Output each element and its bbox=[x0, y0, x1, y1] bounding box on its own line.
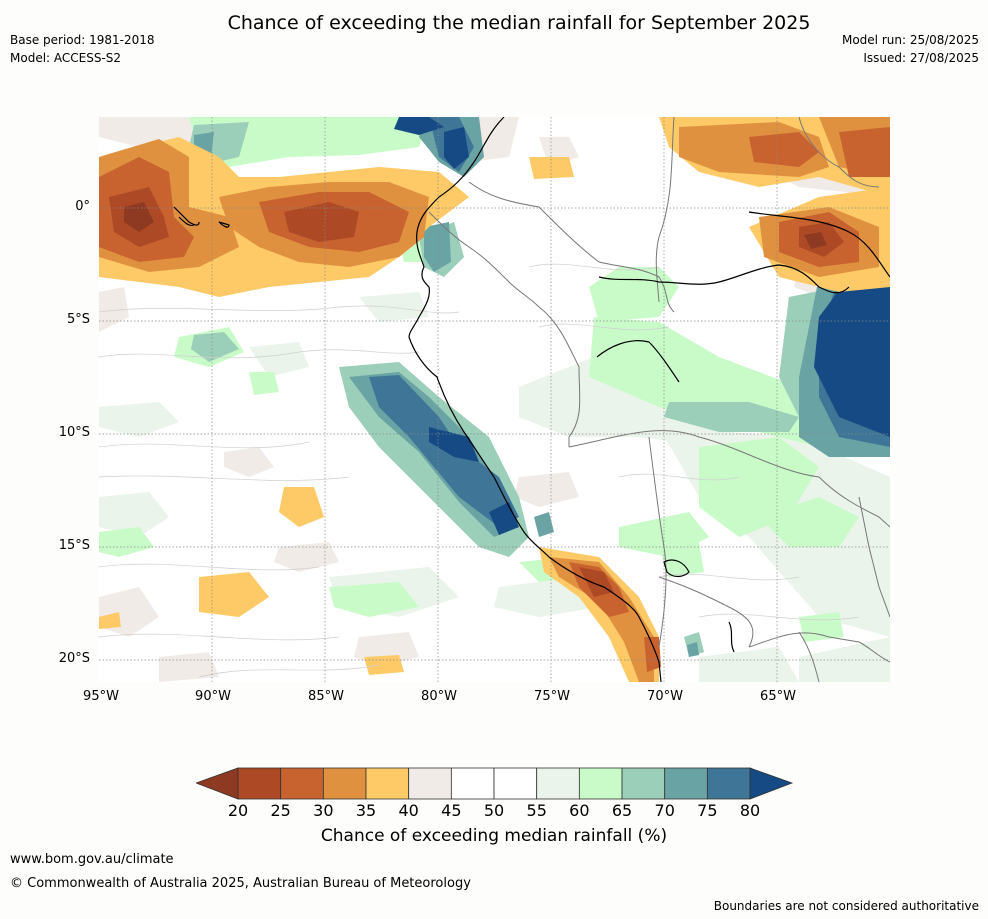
colorbar-tick-label: 80 bbox=[739, 801, 761, 820]
colorbar-label: Chance of exceeding median rainfall (%) bbox=[320, 826, 668, 846]
header-right: Model run: 25/08/2025 Issued: 27/08/2025 bbox=[842, 31, 979, 67]
footer-copyright: © Commonwealth of Australia 2025, Austra… bbox=[10, 876, 471, 891]
colorbar-tick-label: 45 bbox=[441, 801, 462, 820]
model-text: Model: ACCESS-S2 bbox=[10, 51, 122, 65]
deep-blue-patches bbox=[394, 117, 890, 535]
header-left: Base period: 1981-2018 Model: ACCESS-S2 bbox=[10, 31, 155, 67]
colorbar-tick-label: 30 bbox=[313, 801, 334, 820]
colorbar-tick-label: 55 bbox=[526, 801, 547, 820]
colorbar-cell bbox=[706, 767, 751, 800]
lon-label-70w: 70°W bbox=[647, 689, 683, 704]
colorbar-cell bbox=[322, 767, 367, 800]
footer-note: Boundaries are not considered authoritat… bbox=[713, 899, 979, 913]
colorbar-cell bbox=[578, 767, 623, 800]
colorbar-tick-label: 50 bbox=[483, 801, 505, 820]
colorbar bbox=[196, 767, 794, 800]
colorbar-tick-label: 25 bbox=[270, 801, 291, 820]
map-panel bbox=[99, 117, 890, 682]
colorbar-high-extend bbox=[749, 767, 794, 800]
colorbar-cell bbox=[450, 767, 495, 800]
colorbar-cells bbox=[237, 767, 751, 800]
lat-label-5s: 5°S bbox=[66, 312, 90, 327]
lat-label-10s: 10°S bbox=[58, 425, 90, 440]
rainfall-map bbox=[99, 117, 890, 682]
colorbar-tick-label: 60 bbox=[569, 801, 590, 820]
colorbar-tick-label: 70 bbox=[654, 801, 675, 820]
colorbar-tick-label: 35 bbox=[355, 801, 377, 820]
colorbar-cell bbox=[408, 767, 452, 800]
coastline bbox=[173, 117, 890, 682]
page-title: Chance of exceeding the median rainfall … bbox=[227, 12, 811, 34]
lat-label-15s: 15°S bbox=[58, 538, 90, 553]
colorbar-cell bbox=[237, 767, 282, 800]
colorbar-tick-label: 75 bbox=[697, 801, 718, 820]
colorbar-tick-label: 65 bbox=[611, 801, 633, 820]
lon-label-80w: 80°W bbox=[421, 689, 457, 704]
lat-label-20s: 20°S bbox=[58, 651, 90, 666]
model-run-text: Model run: 25/08/2025 bbox=[841, 33, 979, 47]
graticule bbox=[99, 117, 890, 682]
lon-label-65w: 65°W bbox=[760, 689, 796, 704]
contour-lines bbox=[99, 263, 860, 678]
issued-text: Issued: 27/08/2025 bbox=[863, 51, 979, 65]
colorbar-cell bbox=[664, 767, 708, 800]
colorbar-tick-label: 40 bbox=[398, 801, 419, 820]
colorbar-cell bbox=[621, 767, 666, 800]
footer-url: www.bom.gov.au/climate bbox=[10, 852, 174, 867]
lon-label-90w: 90°W bbox=[195, 689, 231, 704]
lon-label-95w: 95°W bbox=[83, 689, 119, 704]
colorbar-cell bbox=[493, 767, 538, 800]
colorbar-low-extend bbox=[196, 767, 239, 800]
colorbar-cell bbox=[365, 767, 410, 800]
lat-label-0: 0° bbox=[75, 199, 90, 214]
darkest-brown-patches bbox=[124, 202, 827, 249]
country-borders bbox=[428, 117, 890, 682]
lon-label-75w: 75°W bbox=[534, 689, 570, 704]
colorbar-cell bbox=[536, 767, 580, 800]
colorbar-tick-label: 20 bbox=[227, 801, 249, 820]
lon-label-85w: 85°W bbox=[308, 689, 344, 704]
base-period-text: Base period: 1981-2018 bbox=[10, 33, 155, 47]
colorbar-cell bbox=[280, 767, 324, 800]
